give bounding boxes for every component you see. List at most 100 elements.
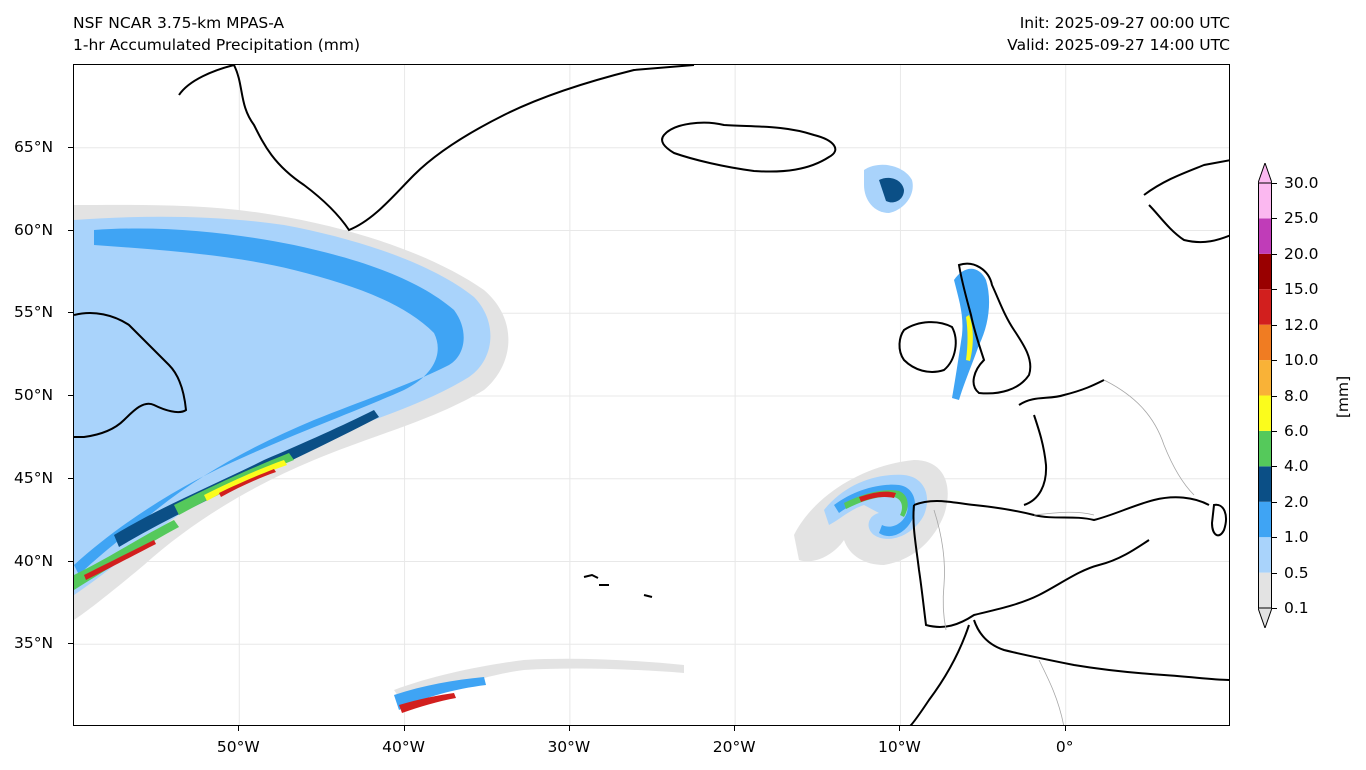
precip-band-core-red [219, 469, 276, 497]
precip-south-band [394, 658, 684, 705]
colorbar-segment [1258, 183, 1272, 219]
precip-band-labrador-light [74, 216, 491, 595]
iceland-coast [661, 121, 837, 173]
colorbar-segment [1258, 218, 1272, 254]
y-tick [68, 477, 73, 479]
colorbar-tick [1272, 430, 1277, 432]
precip-south-red [399, 693, 456, 713]
colorbar-tick [1272, 466, 1277, 468]
y-tick-label: 50°N [14, 386, 54, 404]
colorbar-level-label: 30.0 [1284, 174, 1319, 192]
colorbar-segments [1258, 163, 1272, 628]
iberia-coast [912, 496, 1210, 628]
colorbar-level-label: 4.0 [1284, 457, 1309, 476]
y-tick [68, 312, 73, 314]
colorbar-segment [1258, 537, 1272, 573]
colorbar-tick [1272, 537, 1277, 539]
precip-uk-core [966, 315, 973, 361]
colorbar-segment [1258, 572, 1272, 608]
colorbar-level-label: 0.5 [1284, 563, 1309, 582]
colorbar-segment [1258, 253, 1272, 290]
colorbar-segment [1258, 360, 1272, 396]
colorbar-tick [1272, 572, 1277, 574]
x-tick-label: 30°W [547, 738, 591, 756]
border-portugal-spain [933, 509, 947, 631]
colorbar-outline [1258, 182, 1272, 609]
colorbar-segment [1258, 395, 1272, 431]
x-tick [899, 726, 901, 731]
france-coast [1018, 379, 1105, 506]
x-tick [403, 726, 405, 731]
colorbar-tick [1272, 324, 1277, 326]
newfoundland-coast [74, 312, 188, 438]
colorbar-level-label: 1.0 [1284, 528, 1309, 547]
colorbar-level-label: 25.0 [1284, 209, 1319, 228]
colorbar-level-label: 6.0 [1284, 421, 1309, 440]
colorbar-tick [1272, 395, 1277, 397]
coastlines [74, 65, 1229, 725]
colorbar-level-label: 0.1 [1284, 599, 1309, 617]
x-tick [1064, 726, 1066, 731]
colorbar-level-label: 20.0 [1284, 244, 1319, 263]
colorbar-segment [1258, 501, 1272, 538]
x-tick [568, 726, 570, 731]
africa-coast [909, 619, 1229, 725]
colorbar-tick [1272, 608, 1277, 609]
precipitation-field [74, 164, 990, 713]
greenland-coast [178, 65, 695, 232]
colorbar-segment [1258, 430, 1272, 467]
y-tick [68, 395, 73, 396]
colorbar-level-label: 10.0 [1284, 351, 1319, 370]
colorbar-tick [1272, 183, 1277, 184]
precip-cyclone-hot [859, 491, 896, 502]
colorbar-tick [1272, 289, 1277, 291]
title-left: NSF NCAR 3.75-km MPAS-A 1-hr Accumulated… [73, 12, 360, 56]
x-tick [734, 726, 736, 731]
colorbar-segment [1258, 324, 1272, 361]
colorbar-extend-max [1258, 163, 1272, 184]
y-tick-label: 40°N [14, 551, 54, 570]
model-name: NSF NCAR 3.75-km MPAS-A [73, 14, 285, 32]
colorbar-tick [1272, 360, 1277, 362]
precip-band-labrador-mid [74, 228, 464, 576]
map-panel[interactable] [73, 64, 1230, 726]
field-name: 1-hr Accumulated Precipitation (mm) [73, 36, 360, 54]
title-right: Init: 2025-09-27 00:00 UTC Valid: 2025-0… [1007, 12, 1230, 56]
init-time: Init: 2025-09-27 00:00 UTC [1019, 14, 1230, 32]
colorbar-segment [1258, 289, 1272, 325]
colorbar [1258, 163, 1272, 628]
precip-iceland-core [879, 177, 904, 203]
x-tick-label: 50°W [216, 738, 260, 756]
y-tick [68, 643, 73, 645]
y-tick [68, 560, 73, 562]
y-tick-label: 60°N [14, 220, 54, 239]
map-canvas[interactable] [74, 65, 1230, 726]
y-tick [68, 229, 73, 231]
colorbar-tick [1272, 253, 1277, 255]
x-tick-label: 20°W [712, 738, 756, 756]
ireland-coast [898, 321, 957, 373]
country-borders [933, 379, 1195, 725]
colorbar-segment [1258, 466, 1272, 502]
colorbar-level-label: 15.0 [1284, 280, 1319, 299]
precip-cyclone-band [834, 484, 916, 537]
y-tick-label: 55°N [14, 303, 54, 322]
precip-band-sw-red [84, 540, 156, 580]
colorbar-level-label: 12.0 [1284, 315, 1319, 334]
colorbar-extend-min [1258, 607, 1272, 628]
azores-islands [583, 573, 653, 598]
y-tick-label: 65°N [14, 137, 54, 156]
colorbar-level-label: 2.0 [1284, 492, 1309, 511]
y-tick-label: 35°N [14, 634, 54, 653]
border-france-spain [1033, 511, 1095, 516]
colorbar-unit: [mm] [1334, 375, 1352, 419]
x-tick-label: 10°W [878, 738, 921, 756]
x-tick [238, 726, 240, 731]
sardinia-coast [1210, 503, 1227, 537]
valid-time: Valid: 2025-09-27 14:00 UTC [1007, 36, 1230, 54]
x-tick-label: 0° [1055, 738, 1074, 756]
y-tick-label: 45°N [14, 468, 54, 487]
border-morocco-algeria [1038, 659, 1064, 725]
y-tick [68, 146, 73, 148]
britain-coast [957, 262, 1032, 395]
